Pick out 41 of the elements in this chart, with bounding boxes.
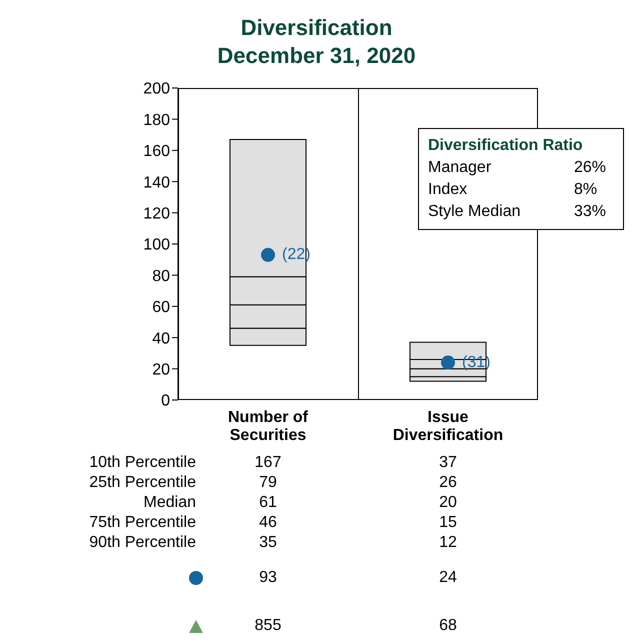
y-tick-label: 80 [152,268,170,285]
y-tick-label: 180 [143,112,170,129]
y-tick-label: 40 [152,330,170,348]
text: 75th Percentile [89,513,196,533]
annotation: Manager [428,158,492,178]
text: 24 [438,568,458,588]
text: 25th Percentile [89,473,196,493]
text: 26% [574,158,608,178]
y-tick-label: 0 [161,392,170,410]
y-tick-label: 20 [152,361,170,378]
text: 93 [258,568,278,588]
text: 26 [438,473,458,493]
text: 20 [438,493,458,513]
y-tick-label: 120 [143,205,170,222]
text: 10th Percentile [89,453,196,473]
text: 167 [254,453,282,473]
x-tick-label: Issue Diversification [392,409,504,444]
annotation: Index [428,180,468,200]
text: 35 [258,533,278,553]
text: 90th Percentile [89,533,196,553]
chart-title: Diversification [240,14,394,42]
x-tick-label: Number of Securities [228,409,309,444]
y-tick-label: 60 [152,299,170,316]
text: 855 [254,616,282,636]
text: 79 [258,473,278,493]
y-tick-label: 140 [143,174,170,192]
y-tick-label: 200 [143,80,170,98]
text: 33% [574,202,608,222]
y-tick-label: 100 [143,236,170,254]
text: 68 [438,616,458,636]
text: 61 [258,493,278,513]
text: 15 [438,513,458,533]
text: 12 [438,533,458,553]
text: 37 [438,453,458,473]
y-tick-label: 160 [143,143,170,160]
annotation: Diversification Ratio [428,136,584,156]
text: 46 [258,513,278,533]
text: Median [144,493,196,513]
annotation: Style Median [428,202,520,222]
text: 8% [574,180,598,200]
chart-subtitle: December 31, 2020 [216,42,417,70]
